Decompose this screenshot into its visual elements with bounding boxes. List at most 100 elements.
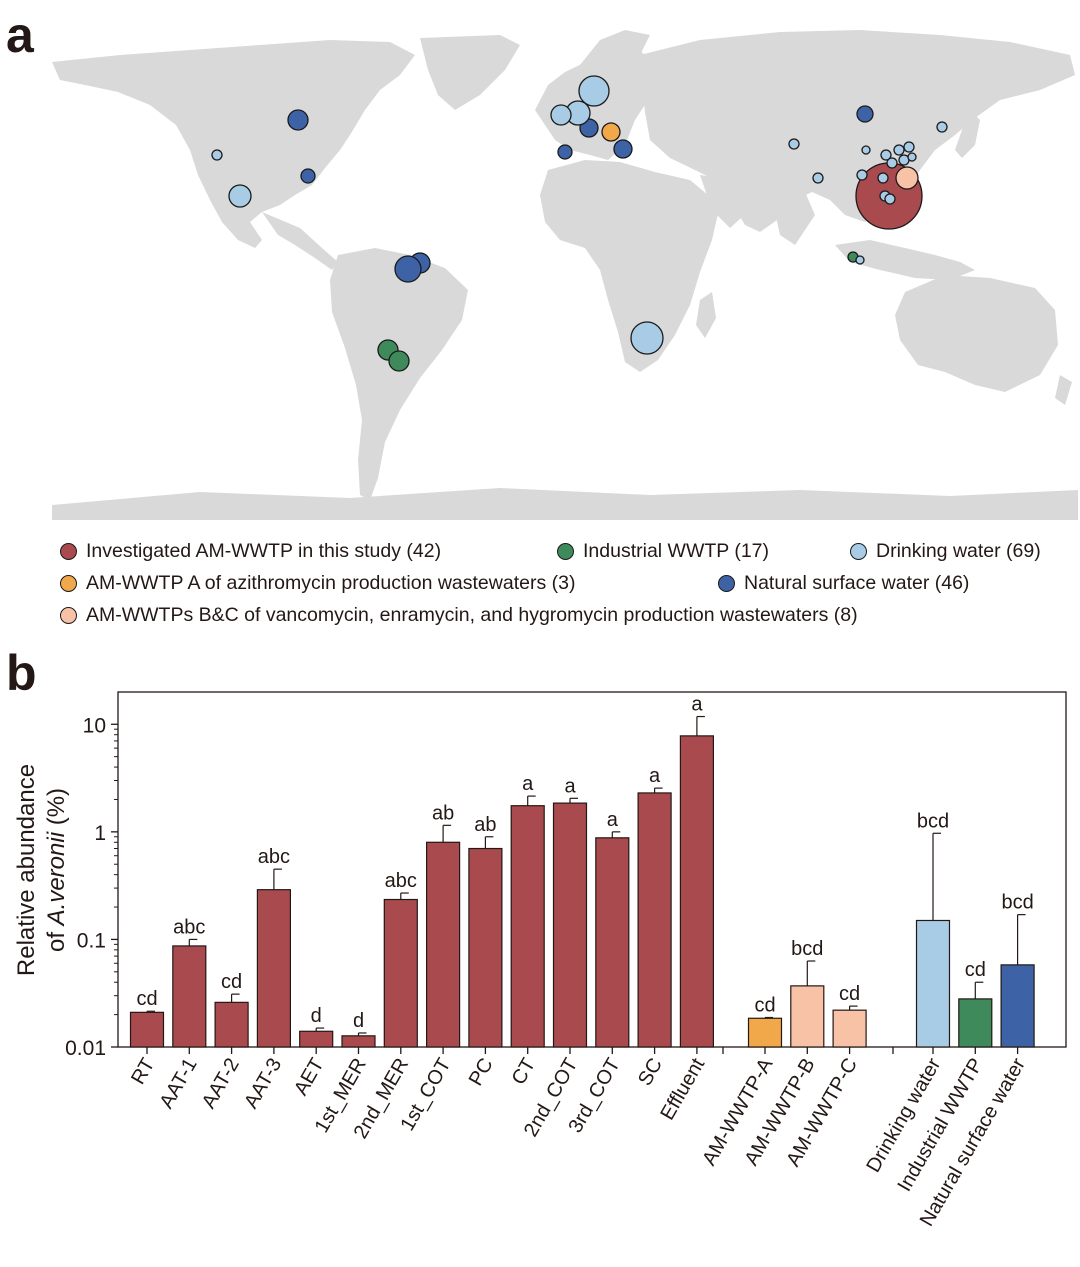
y-tick-label: 0.01 [65,1037,106,1060]
site-drinking [886,157,898,169]
world-map [52,30,1078,520]
legend-item-azithro: AM-WWTP A of azithromycin production was… [60,572,575,595]
x-tick-label: 1st_MER [311,1055,371,1137]
significance-label: cd [754,995,775,1017]
legend-item-investigated: Investigated AM-WWTP in this study (42) [60,540,441,563]
significance-label: cd [839,983,860,1005]
bar [637,792,672,1048]
significance-label: cd [136,988,157,1010]
bar [958,998,993,1048]
significance-label: d [353,1010,364,1032]
significance-label: ab [432,802,454,824]
significance-label: abc [258,846,290,868]
legend-swatch-amwwtpbc [60,607,77,624]
bar [552,802,588,1048]
legend-item-drinking: Drinking water (69) [850,540,1041,563]
panel-label-b: b [6,645,37,701]
panel-label-a: a [6,7,34,63]
x-tick-label: 2nd_COT [520,1055,582,1141]
legend-item-natural: Natural surface water (46) [718,572,969,595]
legend-label-industrial: Industrial WWTP (17) [583,540,770,562]
bar [214,1001,249,1048]
bar [747,1017,783,1048]
significance-label: d [311,1005,322,1027]
site-natural [394,255,422,283]
y-tick-label: 10 [83,714,106,737]
x-tick-label: RT [127,1055,159,1089]
bar [172,945,207,1048]
x-tick-label: AM-WWTP-C [782,1055,862,1171]
y-axis-title-line1: Relative abundance [13,764,40,976]
significance-label: bcd [1001,892,1033,914]
site-drinking [907,152,917,162]
bar [1000,964,1035,1048]
x-tick-label: CT [508,1055,540,1089]
site-drinking [578,75,610,107]
significance-label: a [522,773,534,795]
y-tick-label: 0.1 [77,929,106,952]
x-tick-label: SC [634,1055,667,1090]
land-masses [52,30,1078,520]
site-drinking [788,138,800,150]
site-drinking [903,141,915,153]
legend-label-drinking: Drinking water (69) [876,540,1041,562]
site-drinking [550,104,572,126]
bar [790,985,825,1048]
bar [341,1035,376,1048]
map-legend: Investigated AM-WWTP in this study (42) … [60,540,1070,636]
bar [595,837,630,1048]
site-amwwtp-a [601,122,621,142]
legend-row-1: Investigated AM-WWTP in this study (42) … [60,540,1070,572]
bar [679,735,715,1048]
x-tick-label: Natural surface water [916,1054,1030,1230]
x-tick-label: AM-WWTP-B [741,1055,820,1170]
bar [915,919,951,1048]
x-tick-label: Industrial WWTP [894,1055,988,1196]
site-natural [557,144,573,160]
site-industrial [388,350,410,372]
x-tick-label: Drinking water [862,1054,945,1176]
legend-label-azithro: AM-WWTP A of azithromycin production was… [86,572,576,594]
legend-swatch-industrial [557,543,574,560]
site-drinking [893,144,905,156]
legend-row-2: AM-WWTP A of azithromycin production was… [60,572,1070,604]
significance-label: ab [474,814,496,836]
site-natural [856,105,874,123]
legend-label-investigated: Investigated AM-WWTP in this study (42) [86,540,442,562]
significance-label: cd [221,971,242,993]
x-tick-label: 1st_COT [396,1055,455,1135]
site-natural [613,139,633,159]
site-natural [287,109,309,131]
site-markers [211,75,948,372]
site-natural [300,168,316,184]
y-axis-title-line2: of A.veronii (%) [43,788,70,952]
x-tick-label: AAT-3 [240,1055,286,1113]
significance-label: a [691,694,703,716]
legend-row-3: AM-WWTPs B&C of vancomycin, enramycin, a… [60,604,1070,636]
legend-label-amwwtpbc: AM-WWTPs B&C of vancomycin, enramycin, a… [86,604,858,626]
bar [468,847,503,1048]
site-amwwtp-bc [895,166,919,190]
significance-label: abc [385,870,417,892]
x-tick-label: AAT-1 [156,1055,202,1113]
site-drinking [936,121,948,133]
bar [299,1030,334,1048]
x-tick-label: 2nd_MER [350,1055,414,1143]
y-axis-title: Relative abundance of A.veronii (%) [13,764,70,976]
x-tick-label: AAT-2 [198,1055,244,1113]
legend-swatch-drinking [850,543,867,560]
bar [383,898,418,1048]
significance-label: a [564,775,576,797]
site-drinking [630,321,664,355]
site-drinking [884,193,896,205]
x-tick-label: AM-WWTP-A [698,1054,777,1169]
x-tick-label: 3rd_COT [564,1055,624,1137]
legend-swatch-natural [718,575,735,592]
x-tick-label: AET [290,1055,329,1100]
x-tick-label: Effluent [656,1054,709,1124]
significance-label: abc [173,916,205,938]
legend-item-amwwtpbc: AM-WWTPs B&C of vancomycin, enramycin, a… [60,604,858,627]
legend-label-natural: Natural surface water (46) [744,572,970,594]
